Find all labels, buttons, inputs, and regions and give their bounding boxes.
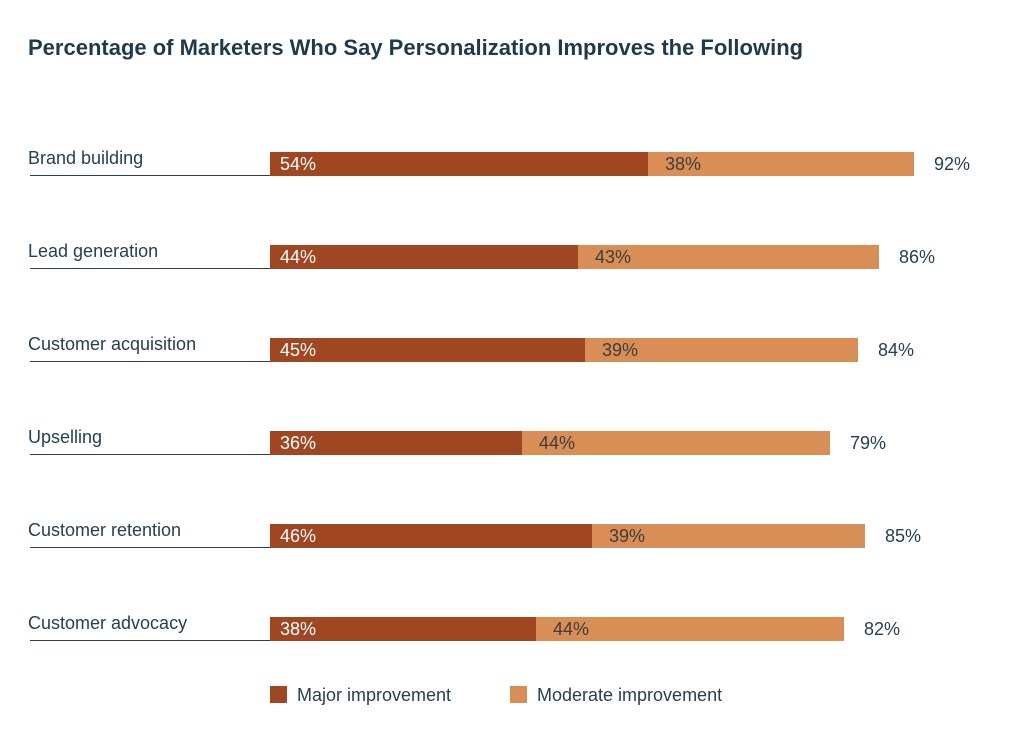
legend-item-moderate: Moderate improvement <box>510 685 722 705</box>
moderate-value-label: 38% <box>665 154 701 174</box>
legend-swatch-moderate <box>510 686 527 703</box>
bar-moderate-improvement <box>592 524 865 548</box>
bar-major-improvement <box>270 245 578 269</box>
bar-major-improvement <box>270 152 648 176</box>
bar-row: Upselling 36% 44% 79% <box>28 427 886 455</box>
bar-row: Customer acquisition 45% 39% 84% <box>28 334 914 362</box>
chart-rows: Brand building 54% 38% 92% Lead generation 44… <box>28 148 970 641</box>
major-value-label: 54% <box>280 154 316 174</box>
bar-major-improvement <box>270 431 522 455</box>
total-value-label: 79% <box>850 433 886 453</box>
legend-label: Major improvement <box>297 685 451 705</box>
category-label: Customer retention <box>28 520 181 540</box>
major-value-label: 38% <box>280 619 316 639</box>
moderate-value-label: 39% <box>609 526 645 546</box>
bar-moderate-improvement <box>536 617 844 641</box>
category-label: Customer acquisition <box>28 334 196 354</box>
moderate-value-label: 44% <box>539 433 575 453</box>
chart-legend: Major improvement Moderate improvement <box>270 685 722 705</box>
bar-major-improvement <box>270 617 536 641</box>
bar-major-improvement <box>270 524 592 548</box>
bar-moderate-improvement <box>578 245 879 269</box>
legend-swatch-major <box>270 686 287 703</box>
major-value-label: 46% <box>280 526 316 546</box>
category-label: Lead generation <box>28 241 158 261</box>
chart-title: Percentage of Marketers Who Say Personal… <box>28 35 803 60</box>
total-value-label: 82% <box>864 619 900 639</box>
total-value-label: 86% <box>899 247 935 267</box>
bar-row: Lead generation 44% 43% 86% <box>28 241 935 269</box>
moderate-value-label: 39% <box>602 340 638 360</box>
major-value-label: 36% <box>280 433 316 453</box>
bar-row: Customer retention 46% 39% 85% <box>28 520 921 548</box>
bar-row: Brand building 54% 38% 92% <box>28 148 970 176</box>
total-value-label: 85% <box>885 526 921 546</box>
major-value-label: 44% <box>280 247 316 267</box>
bar-moderate-improvement <box>648 152 914 176</box>
moderate-value-label: 43% <box>595 247 631 267</box>
bar-major-improvement <box>270 338 585 362</box>
bar-moderate-improvement <box>585 338 858 362</box>
legend-item-major: Major improvement <box>270 685 451 705</box>
category-label: Customer advocacy <box>28 613 187 633</box>
legend-label: Moderate improvement <box>537 685 722 705</box>
bar-moderate-improvement <box>522 431 830 455</box>
bar-row: Customer advocacy 38% 44% 82% <box>28 613 900 641</box>
total-value-label: 92% <box>934 154 970 174</box>
category-label: Upselling <box>28 427 102 447</box>
moderate-value-label: 44% <box>553 619 589 639</box>
category-label: Brand building <box>28 148 143 168</box>
major-value-label: 45% <box>280 340 316 360</box>
total-value-label: 84% <box>878 340 914 360</box>
